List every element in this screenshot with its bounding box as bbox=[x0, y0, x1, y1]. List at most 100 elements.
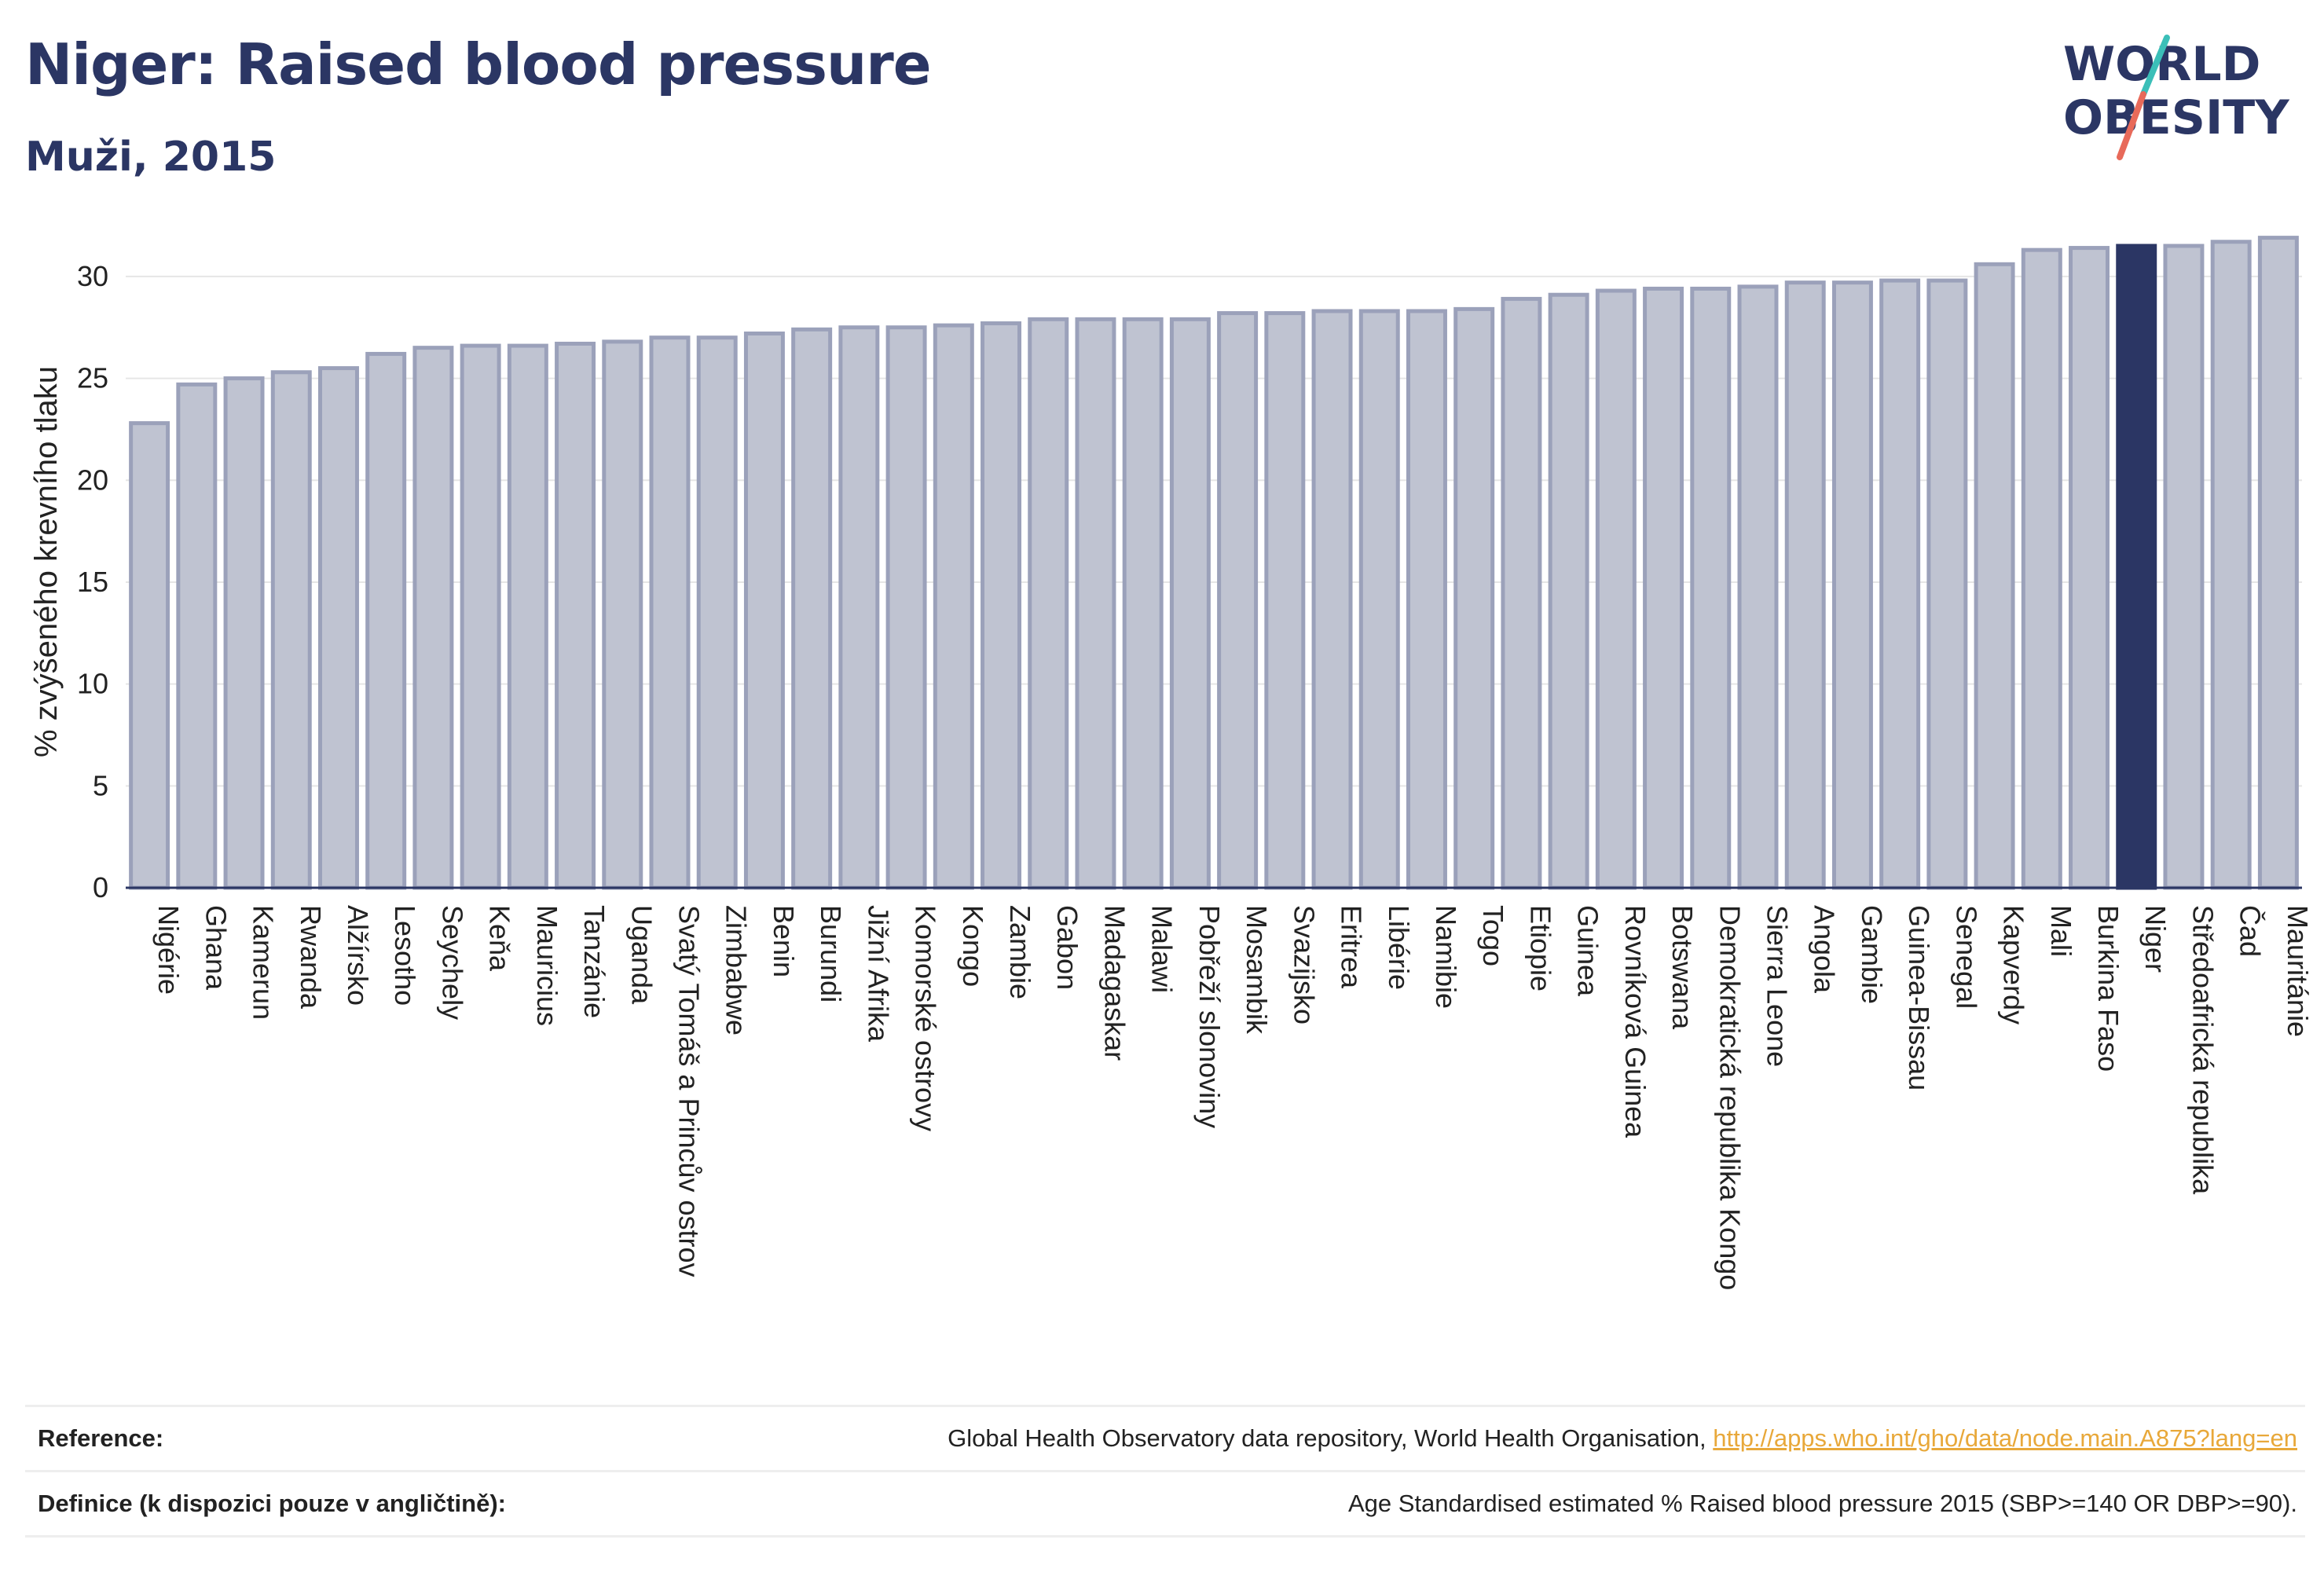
bar-28 bbox=[1453, 306, 1495, 890]
bar-22 bbox=[1169, 317, 1211, 890]
bar-29 bbox=[1501, 296, 1542, 890]
y-tick-labels: 0 5 10 15 20 25 30 bbox=[77, 260, 108, 903]
bar-20 bbox=[1075, 317, 1116, 890]
x-tick-label: Zimbabwe bbox=[720, 905, 753, 1035]
x-tick-label: Botswana bbox=[1666, 905, 1699, 1030]
x-tick-label: Guinea-Bissau bbox=[1903, 905, 1935, 1090]
logo-line2: OBESITY bbox=[2063, 90, 2290, 145]
x-tick-label: Niger bbox=[2139, 905, 2172, 973]
bar-16 bbox=[885, 325, 927, 890]
bar-11 bbox=[649, 335, 691, 890]
bar-2 bbox=[223, 376, 265, 890]
reference-value: Global Health Observatory data repositor… bbox=[948, 1424, 2305, 1453]
bar-33 bbox=[1690, 286, 1732, 890]
bar-38 bbox=[1926, 278, 1968, 890]
bar-32 bbox=[1643, 286, 1684, 890]
x-tick-label: Keňa bbox=[484, 905, 516, 972]
x-tick-label: Svazijsko bbox=[1288, 905, 1320, 1024]
bar-37 bbox=[1879, 278, 1921, 890]
bar-17 bbox=[933, 323, 974, 890]
x-tick-label: Gambie bbox=[1856, 905, 1888, 1004]
x-tick-label: Burundi bbox=[815, 905, 847, 1002]
x-tick-label: Togo bbox=[1477, 905, 1509, 966]
x-tick-label: Demokratická republika Kongo bbox=[1714, 905, 1746, 1290]
bar-30 bbox=[1548, 292, 1589, 890]
x-tick-label: Angola bbox=[1809, 905, 1841, 994]
x-tick-label: Ghana bbox=[200, 905, 232, 991]
x-tick-label: Kamerun bbox=[247, 905, 280, 1020]
bar-27 bbox=[1406, 309, 1447, 890]
bar-36 bbox=[1831, 280, 1873, 890]
x-tick-label: Benin bbox=[768, 905, 800, 977]
bar-3 bbox=[270, 370, 312, 890]
y-tick-label: 5 bbox=[93, 769, 108, 801]
bar-0 bbox=[129, 421, 170, 890]
y-tick-label: 15 bbox=[77, 566, 108, 598]
bar-40 bbox=[2021, 247, 2062, 890]
x-tick-label: Gabon bbox=[1051, 905, 1083, 990]
x-tick-label: Namibie bbox=[1430, 905, 1462, 1009]
x-tick-label: Mosambik bbox=[1241, 905, 1273, 1035]
reference-row: Reference: Global Health Observatory dat… bbox=[25, 1405, 2305, 1470]
x-tick-label: Senegal bbox=[1950, 905, 1982, 1009]
bar-6 bbox=[412, 346, 454, 890]
x-tick-label: Mauricius bbox=[531, 905, 563, 1026]
x-tick-label: Etiopie bbox=[1524, 905, 1556, 991]
x-tick-label: Nigérie bbox=[152, 905, 185, 995]
x-tick-label: Středoafrická republika bbox=[2187, 905, 2219, 1195]
bars bbox=[129, 236, 2299, 890]
x-tick-label: Zambie bbox=[1004, 905, 1036, 999]
reference-label: Reference: bbox=[38, 1424, 164, 1452]
bar-35 bbox=[1784, 280, 1826, 890]
x-tick-label: Sierra Leone bbox=[1761, 905, 1794, 1067]
chart-subtitle: Muži, 2015 bbox=[25, 134, 277, 181]
bar-21 bbox=[1122, 317, 1164, 890]
x-tick-label: Mali bbox=[2045, 905, 2077, 957]
definition-text: Age Standardised estimated % Raised bloo… bbox=[1347, 1490, 2297, 1517]
bar-31 bbox=[1595, 288, 1637, 890]
bar-34 bbox=[1737, 284, 1779, 890]
x-tick-label: Tanzánie bbox=[578, 905, 610, 1018]
y-tick-label: 25 bbox=[77, 362, 108, 394]
x-tick-label: Pobřeží slonoviny bbox=[1193, 905, 1226, 1128]
bar-1 bbox=[176, 382, 218, 890]
x-tick-label: Rwanda bbox=[295, 905, 327, 1010]
bar-12 bbox=[696, 335, 738, 890]
bar-13 bbox=[743, 332, 785, 890]
bar-18 bbox=[981, 321, 1022, 890]
bar-4 bbox=[317, 366, 359, 890]
bar-41 bbox=[2069, 246, 2110, 890]
bar-7 bbox=[460, 343, 501, 890]
footer-divider bbox=[25, 1535, 2305, 1538]
bar-26 bbox=[1358, 309, 1400, 890]
bar-9 bbox=[555, 341, 596, 890]
x-tick-label: Madagaskar bbox=[1098, 905, 1131, 1061]
x-tick-label: Uganda bbox=[625, 905, 658, 1005]
x-tick-label: Komorské ostrovy bbox=[910, 905, 942, 1131]
bar-44 bbox=[2210, 240, 2252, 890]
x-tick-label: Jižní Afrika bbox=[862, 905, 894, 1043]
bar-14 bbox=[791, 327, 833, 890]
x-tick-label: Burkina Faso bbox=[2092, 905, 2124, 1072]
x-tick-label: Malawi bbox=[1146, 905, 1178, 993]
bar-23 bbox=[1217, 311, 1259, 890]
bar-15 bbox=[838, 325, 880, 890]
x-tick-label: Mauritánie bbox=[2282, 905, 2314, 1037]
reference-text: Global Health Observatory data repositor… bbox=[948, 1424, 1706, 1452]
x-tick-label: Kapverdy bbox=[1998, 905, 2030, 1024]
x-tick-label: Rovníková Guinea bbox=[1619, 905, 1651, 1138]
logo-slash-coral bbox=[2117, 91, 2146, 160]
x-tick-label: Seychely bbox=[436, 905, 468, 1020]
x-tick-label: Guinea bbox=[1572, 905, 1604, 997]
y-tick-label: 10 bbox=[77, 668, 108, 700]
y-tick-label: 20 bbox=[77, 464, 108, 496]
bar-8 bbox=[507, 343, 548, 890]
y-tick-label: 0 bbox=[93, 871, 108, 903]
bar-24 bbox=[1264, 311, 1306, 890]
bar-25 bbox=[1311, 309, 1353, 890]
x-tick-label: Eritrea bbox=[1336, 905, 1368, 989]
bar-chart: 0 5 10 15 20 25 30 Nigérie Ghana Kamerun Rwanda Al… bbox=[29, 236, 2314, 1290]
x-tick-labels: Nigérie Ghana Kamerun Rwanda Alžírsko Lesotho… bbox=[152, 905, 2314, 1290]
reference-link[interactable]: http://apps.who.int/gho/data/node.main.A… bbox=[1713, 1424, 2297, 1452]
bar-43 bbox=[2163, 244, 2205, 890]
